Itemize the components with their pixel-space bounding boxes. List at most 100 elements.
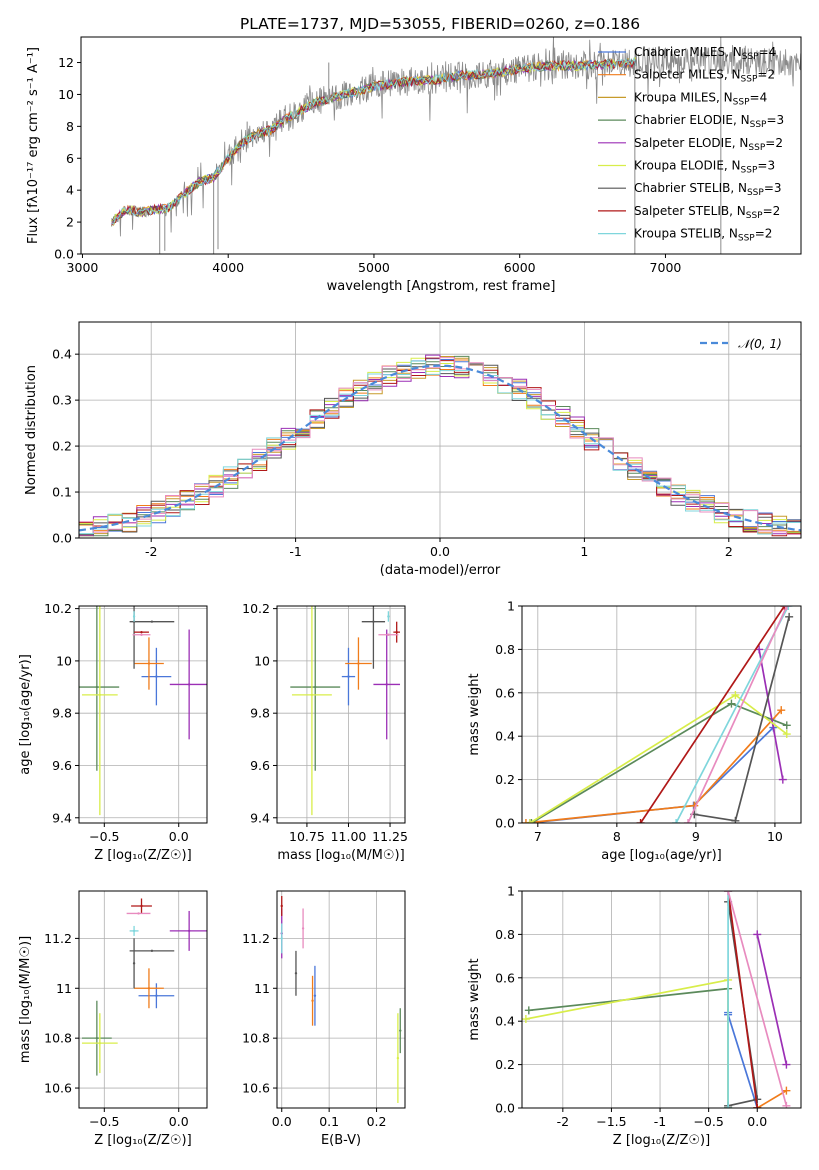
y-tick-label: 0.4 xyxy=(52,347,72,362)
axes-frame xyxy=(78,605,208,824)
weight-marker xyxy=(778,775,787,784)
data-point xyxy=(280,937,283,940)
x-tick-label: −0.5 xyxy=(693,1114,723,1129)
data-point xyxy=(385,683,388,686)
y-tick-label: 11.2 xyxy=(44,931,72,946)
weight-marker xyxy=(727,699,736,708)
y-tick-label: 0.3 xyxy=(52,393,72,408)
weight-marker xyxy=(524,1006,533,1015)
weight_vs_age-axes: 7 8 9 10 0.0 0.2 0.4 0.6 0.8 1 age [log₁₀(age/yr)]… xyxy=(467,599,802,863)
y-tick-label: 10.6 xyxy=(44,1081,72,1096)
y-tick-label: 0.0 xyxy=(495,816,515,831)
x-tick-label: 10.75 xyxy=(289,829,325,844)
y-tick-label: 0.0 xyxy=(54,247,74,262)
legend-entry: Kroupa ELODIE, NSSP=3 xyxy=(634,159,775,176)
weight-series-line xyxy=(756,934,788,1065)
weight-marker xyxy=(525,819,534,823)
legend-entry: Chabrier ELODIE, NSSP=3 xyxy=(634,113,784,130)
y-tick-label: 0.6 xyxy=(495,685,515,700)
y-tick-label: 9.8 xyxy=(250,706,270,721)
legend-value: =3 xyxy=(764,181,782,195)
legend-subscript: SSP xyxy=(750,120,767,130)
model-spectrum-line xyxy=(111,56,637,225)
weight-series-line xyxy=(758,649,784,780)
data-point xyxy=(140,633,143,636)
data-point xyxy=(187,683,191,686)
data-point xyxy=(95,685,99,689)
y-tick-label: 10.2 xyxy=(242,601,270,616)
axes-frame xyxy=(521,890,802,1109)
data-point xyxy=(311,999,314,1002)
weight-marker xyxy=(782,606,791,610)
y-tick-label: 10 xyxy=(56,653,72,668)
age_vs_mass-plot-area xyxy=(290,606,401,816)
legend-entry: Salpeter MILES, NSSP=2 xyxy=(634,68,775,85)
data-point xyxy=(150,620,154,623)
weight-series-line xyxy=(756,1089,787,1108)
x-tick-label: 10 xyxy=(767,829,783,844)
y-tick-label: 8 xyxy=(66,119,74,134)
x-tick-label: 0.0 xyxy=(169,829,189,844)
weight-marker xyxy=(683,819,692,823)
weight-marker xyxy=(782,730,791,739)
legend-subscript: SSP xyxy=(738,234,755,244)
residual-histogram xyxy=(79,357,801,535)
data-point xyxy=(372,620,375,623)
x-axis-label: mass [log₁₀(M/M☉)] xyxy=(277,848,404,863)
spectrum-axes: 3000 4000 5000 6000 7000 0.0 2 4 6 8 10 12 wavelengt… xyxy=(26,36,802,294)
data-point xyxy=(150,949,154,953)
y-tick-label: 0.1 xyxy=(52,485,72,500)
y-tick-label: 10.8 xyxy=(242,1031,270,1046)
legend-value: =2 xyxy=(755,227,773,241)
data-point xyxy=(395,630,398,634)
y-tick-label: 0.4 xyxy=(495,729,515,744)
x-tick-label: 5000 xyxy=(358,260,390,275)
y-tick-label: 9.6 xyxy=(52,758,72,773)
data-point xyxy=(95,1036,99,1040)
data-point xyxy=(387,615,390,618)
data-point xyxy=(314,685,317,689)
data-point xyxy=(147,987,151,990)
data-point xyxy=(280,904,283,908)
y-tick-label: 0.0 xyxy=(495,1101,515,1116)
weight-marker xyxy=(782,1060,791,1069)
data-point xyxy=(396,1056,400,1060)
x-tick-label: −0.5 xyxy=(89,829,119,844)
axes-frame xyxy=(276,890,406,1109)
x-tick-label: 8 xyxy=(613,829,621,844)
weight_vs_age-plot-area xyxy=(522,606,794,823)
data-point xyxy=(310,693,314,697)
legend-value: =2 xyxy=(765,136,783,150)
weight-marker xyxy=(724,891,733,895)
weight-marker xyxy=(782,721,791,730)
x-axis-label: (data-model)/error xyxy=(380,563,501,578)
age_vs_Z-axes: −0.5 0.0 9.4 9.6 9.8 10 10.2 Z [log₁₀(Z/Z☉)] age… xyxy=(18,601,208,863)
y-tick-label: 0.2 xyxy=(52,439,72,454)
y-tick-label: 0.2 xyxy=(495,1057,515,1072)
model-spectrum-line xyxy=(111,58,637,227)
legend-subscript: SSP xyxy=(748,143,765,153)
mass_vs_Z-axes: −0.5 0.0 10.6 10.8 11 11.2 Z [log₁₀(Z/Z☉)] mass… xyxy=(18,890,208,1148)
x-tick-label: 6000 xyxy=(504,260,536,275)
x-tick-label: 0.0 xyxy=(747,1114,767,1129)
mass_vs_EBV-axes: 0.0 0.1 0.2 10.6 10.8 11 11.2 E(B-V) xyxy=(242,890,406,1148)
x-tick-label: 11.00 xyxy=(331,829,367,844)
x-tick-label: -2 xyxy=(145,544,157,559)
y-tick-label: 11.2 xyxy=(242,931,270,946)
weight-marker xyxy=(636,819,645,823)
x-tick-label: 4000 xyxy=(212,260,244,275)
weight-marker xyxy=(731,690,740,699)
x-axis-label: Z [log₁₀(Z/Z☉)] xyxy=(613,1133,710,1148)
x-tick-label: 3000 xyxy=(67,260,99,275)
mass_vs_Z-plot-area xyxy=(81,898,207,1076)
y-tick-label: 0.2 xyxy=(495,772,515,787)
residual-histogram xyxy=(79,363,801,535)
data-point xyxy=(347,675,350,678)
data-point xyxy=(301,927,305,930)
y-tick-label: 0.0 xyxy=(52,531,72,546)
weight_vs_Z-plot-area xyxy=(522,891,791,1108)
data-point xyxy=(140,630,143,634)
legend-subscript: SSP xyxy=(741,166,758,176)
weight-marker xyxy=(777,706,786,715)
legend-value: =4 xyxy=(759,45,777,59)
